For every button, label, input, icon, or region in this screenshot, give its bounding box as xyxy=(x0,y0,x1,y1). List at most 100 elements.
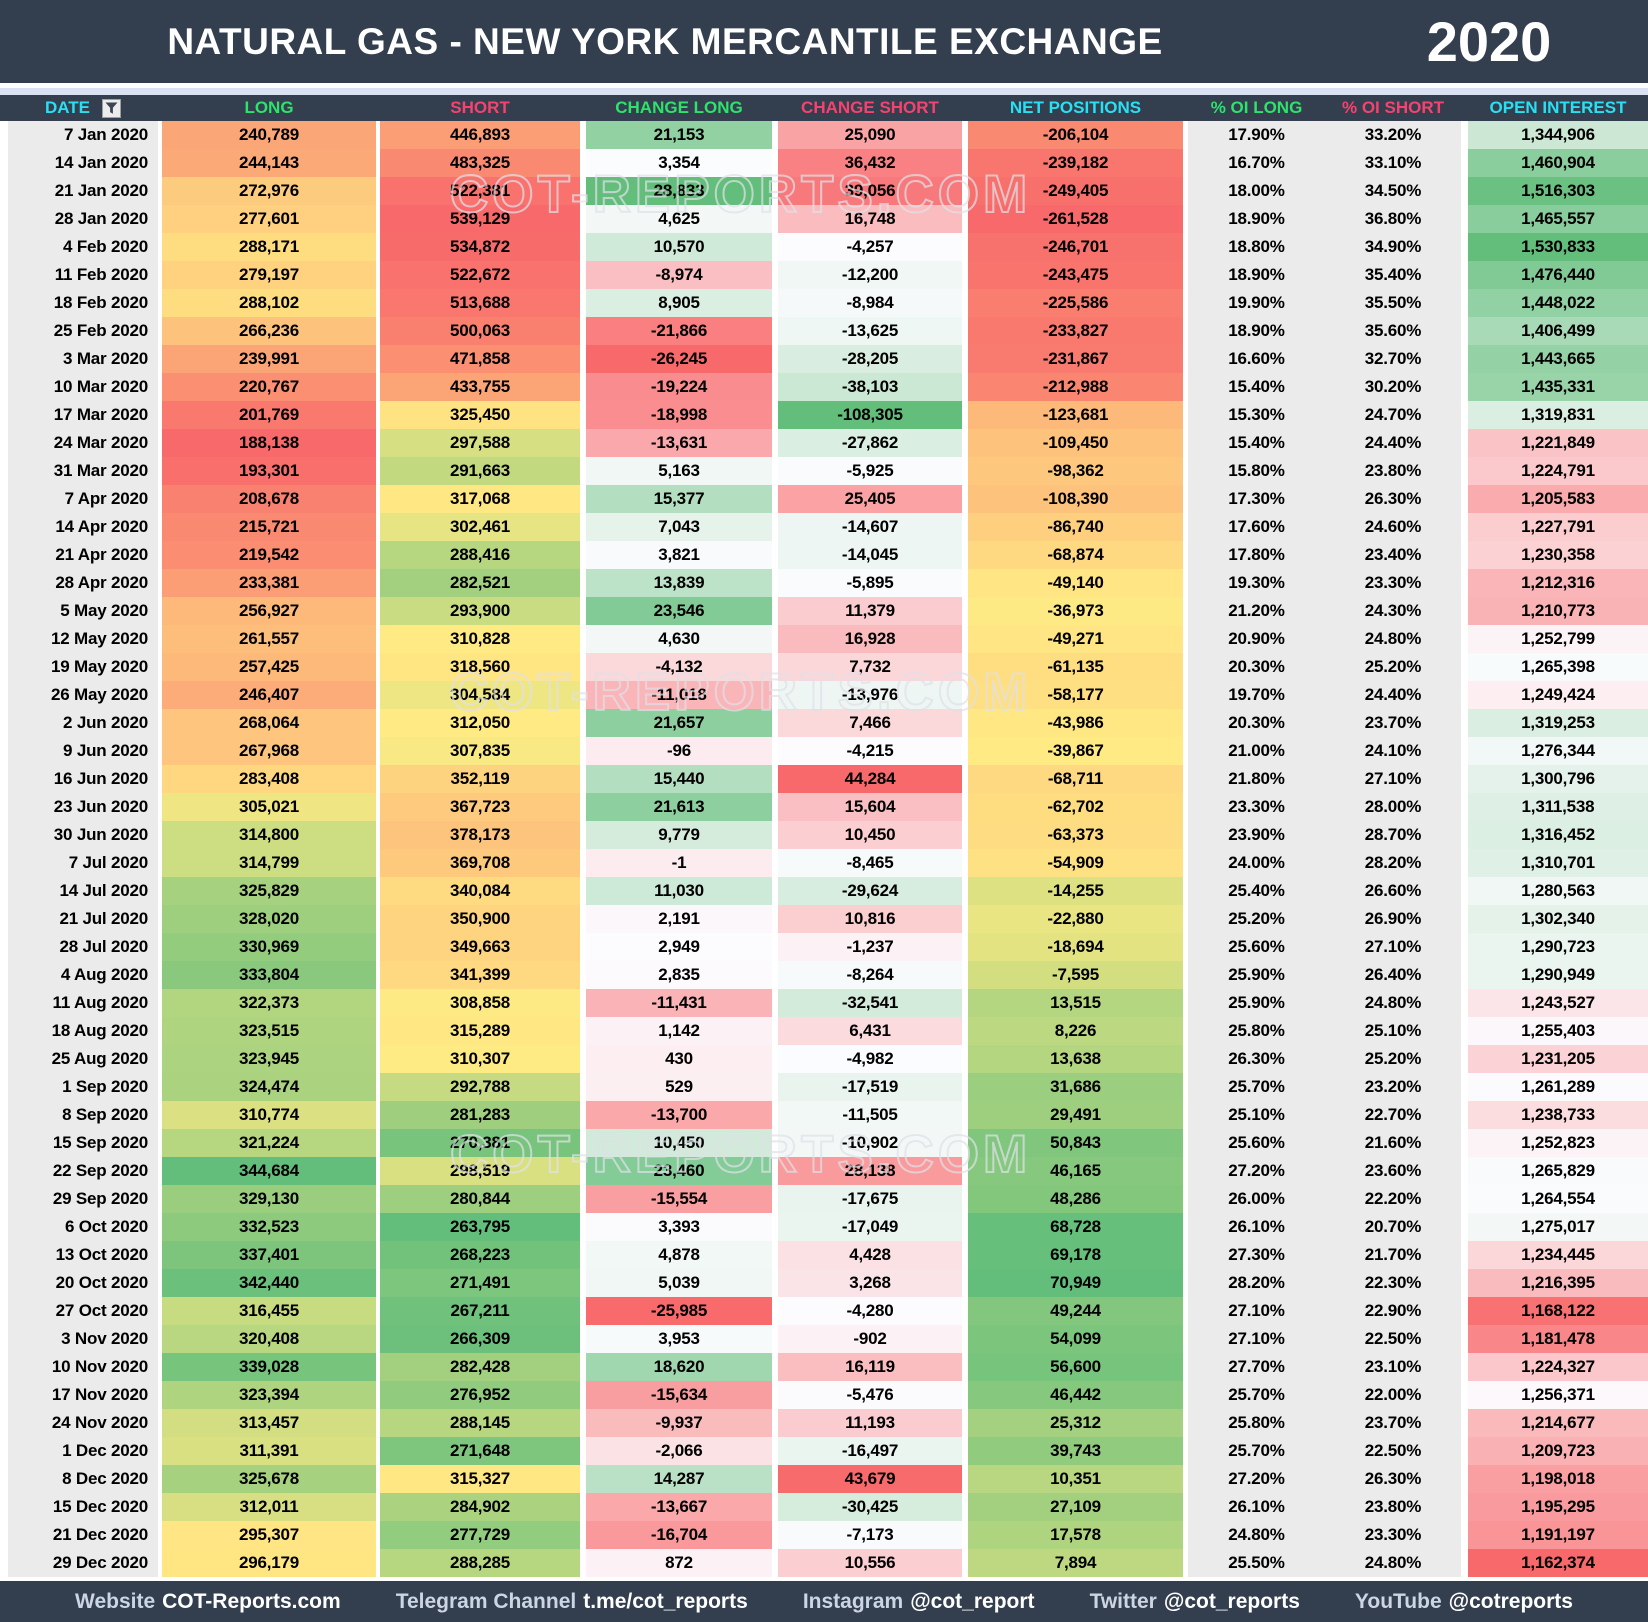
cell-pct-oi-short: 28.20% xyxy=(1325,849,1461,877)
cell-pct-oi-short: 24.70% xyxy=(1325,401,1461,429)
cell-short: 292,788 xyxy=(380,1073,580,1101)
title-bar: NATURAL GAS - NEW YORK MERCANTILE EXCHAN… xyxy=(0,0,1648,83)
cell-change-long: -1 xyxy=(586,849,772,877)
cell-change-long: 3,821 xyxy=(586,541,772,569)
cell-date: 14 Apr 2020 xyxy=(8,513,158,541)
cell-date: 7 Jan 2020 xyxy=(8,121,158,149)
cell-pct-oi-short: 23.30% xyxy=(1325,1521,1461,1549)
cell-net-positions: 31,686 xyxy=(968,1073,1183,1101)
cell-change-long: -13,700 xyxy=(586,1101,772,1129)
cell-long: 240,789 xyxy=(162,121,376,149)
cell-short: 349,663 xyxy=(380,933,580,961)
cell-short: 268,223 xyxy=(380,1241,580,1269)
cell-net-positions: -243,475 xyxy=(968,261,1183,289)
cell-date: 25 Aug 2020 xyxy=(8,1045,158,1073)
cell-date: 30 Jun 2020 xyxy=(8,821,158,849)
cell-change-short: 16,119 xyxy=(778,1353,962,1381)
cell-pct-oi-long: 25.70% xyxy=(1188,1073,1325,1101)
cell-net-positions: -98,362 xyxy=(968,457,1183,485)
cell-long: 296,179 xyxy=(162,1549,376,1577)
cell-date: 9 Jun 2020 xyxy=(8,737,158,765)
cell-change-long: 23,460 xyxy=(586,1157,772,1185)
cell-long: 330,969 xyxy=(162,933,376,961)
cell-open-interest: 1,195,295 xyxy=(1468,1493,1648,1521)
cell-pct-oi-short: 26.30% xyxy=(1325,1465,1461,1493)
cell-change-short: 36,432 xyxy=(778,149,962,177)
cell-open-interest: 1,249,424 xyxy=(1468,681,1648,709)
cell-date: 11 Feb 2020 xyxy=(8,261,158,289)
cell-net-positions: -233,827 xyxy=(968,317,1183,345)
cell-short: 369,708 xyxy=(380,849,580,877)
cell-pct-oi-short: 28.70% xyxy=(1325,821,1461,849)
cell-short: 297,588 xyxy=(380,429,580,457)
cell-change-short: -28,205 xyxy=(778,345,962,373)
cell-net-positions: 27,109 xyxy=(968,1493,1183,1521)
cell-pct-oi-long: 27.20% xyxy=(1188,1465,1325,1493)
cell-long: 233,381 xyxy=(162,569,376,597)
cell-change-short: 28,138 xyxy=(778,1157,962,1185)
cell-net-positions: -58,177 xyxy=(968,681,1183,709)
table-row: 21 Dec 2020 295,307 277,729 -16,704 -7,173 17… xyxy=(0,1521,1648,1549)
cell-pct-oi-short: 33.20% xyxy=(1325,121,1461,149)
column-header-label: % OI LONG xyxy=(1210,98,1303,117)
cell-long: 268,064 xyxy=(162,709,376,737)
cell-date: 26 May 2020 xyxy=(8,681,158,709)
cell-change-long: 4,625 xyxy=(586,205,772,233)
column-header-net-positions: NET POSITIONS xyxy=(968,95,1183,121)
cell-pct-oi-short: 21.70% xyxy=(1325,1241,1461,1269)
table-row: 14 Jan 2020 244,143 483,325 3,354 36,432 -239… xyxy=(0,149,1648,177)
cell-change-long: 14,287 xyxy=(586,1465,772,1493)
cell-change-short: -8,984 xyxy=(778,289,962,317)
filter-icon[interactable] xyxy=(102,98,121,118)
cell-short: 307,835 xyxy=(380,737,580,765)
table-row: 29 Sep 2020 329,130 280,844 -15,554 -17,675 4… xyxy=(0,1185,1648,1213)
cell-long: 311,391 xyxy=(162,1437,376,1465)
cell-net-positions: 46,165 xyxy=(968,1157,1183,1185)
cell-pct-oi-long: 21.80% xyxy=(1188,765,1325,793)
cell-pct-oi-long: 25.90% xyxy=(1188,961,1325,989)
cell-pct-oi-long: 18.90% xyxy=(1188,261,1325,289)
cell-open-interest: 1,275,017 xyxy=(1468,1213,1648,1241)
cell-short: 317,068 xyxy=(380,485,580,513)
cell-long: 323,515 xyxy=(162,1017,376,1045)
table-row: 14 Jul 2020 325,829 340,084 11,030 -29,624 -1… xyxy=(0,877,1648,905)
table-row: 31 Mar 2020 193,301 291,663 5,163 -5,925 -98,… xyxy=(0,457,1648,485)
footer-instagram[interactable]: Instagram @cot_report xyxy=(802,1589,1035,1613)
cell-short: 276,952 xyxy=(380,1381,580,1409)
cell-change-long: -26,245 xyxy=(586,345,772,373)
footer-website[interactable]: Website COT-Reports.com xyxy=(75,1589,341,1613)
cell-date: 14 Jul 2020 xyxy=(8,877,158,905)
cell-short: 315,289 xyxy=(380,1017,580,1045)
cell-date: 4 Feb 2020 xyxy=(8,233,158,261)
column-header-label: NET POSITIONS xyxy=(1009,98,1142,117)
cell-net-positions: 68,728 xyxy=(968,1213,1183,1241)
cell-change-short: -16,497 xyxy=(778,1437,962,1465)
cell-change-long: 3,393 xyxy=(586,1213,772,1241)
table-row: 10 Nov 2020 339,028 282,428 18,620 16,119 56,… xyxy=(0,1353,1648,1381)
cell-open-interest: 1,465,557 xyxy=(1468,205,1648,233)
cell-short: 291,663 xyxy=(380,457,580,485)
footer-twitter[interactable]: Twitter @cot_reports xyxy=(1089,1589,1300,1613)
cell-open-interest: 1,280,563 xyxy=(1468,877,1648,905)
cell-change-short: -14,045 xyxy=(778,541,962,569)
cell-long: 246,407 xyxy=(162,681,376,709)
cell-change-long: 9,779 xyxy=(586,821,772,849)
cell-long: 320,408 xyxy=(162,1325,376,1353)
cell-open-interest: 1,191,197 xyxy=(1468,1521,1648,1549)
table-row: 9 Jun 2020 267,968 307,835 -96 -4,215 -39,867… xyxy=(0,737,1648,765)
cell-change-short: -29,624 xyxy=(778,877,962,905)
footer-youtube[interactable]: YouTube @cotreports xyxy=(1354,1589,1573,1613)
cell-net-positions: -261,528 xyxy=(968,205,1183,233)
cell-short: 340,084 xyxy=(380,877,580,905)
footer-telegram[interactable]: Telegram Channel t.me/cot_reports xyxy=(395,1589,748,1613)
cell-long: 261,557 xyxy=(162,625,376,653)
cell-date: 2 Jun 2020 xyxy=(8,709,158,737)
cell-long: 339,028 xyxy=(162,1353,376,1381)
cell-pct-oi-short: 23.30% xyxy=(1325,569,1461,597)
cell-open-interest: 1,181,478 xyxy=(1468,1325,1648,1353)
cell-short: 288,416 xyxy=(380,541,580,569)
title-divider-lavender xyxy=(0,88,1648,95)
cell-open-interest: 1,435,331 xyxy=(1468,373,1648,401)
cell-change-long: 21,657 xyxy=(586,709,772,737)
table-row: 17 Nov 2020 323,394 276,952 -15,634 -5,476 46… xyxy=(0,1381,1648,1409)
